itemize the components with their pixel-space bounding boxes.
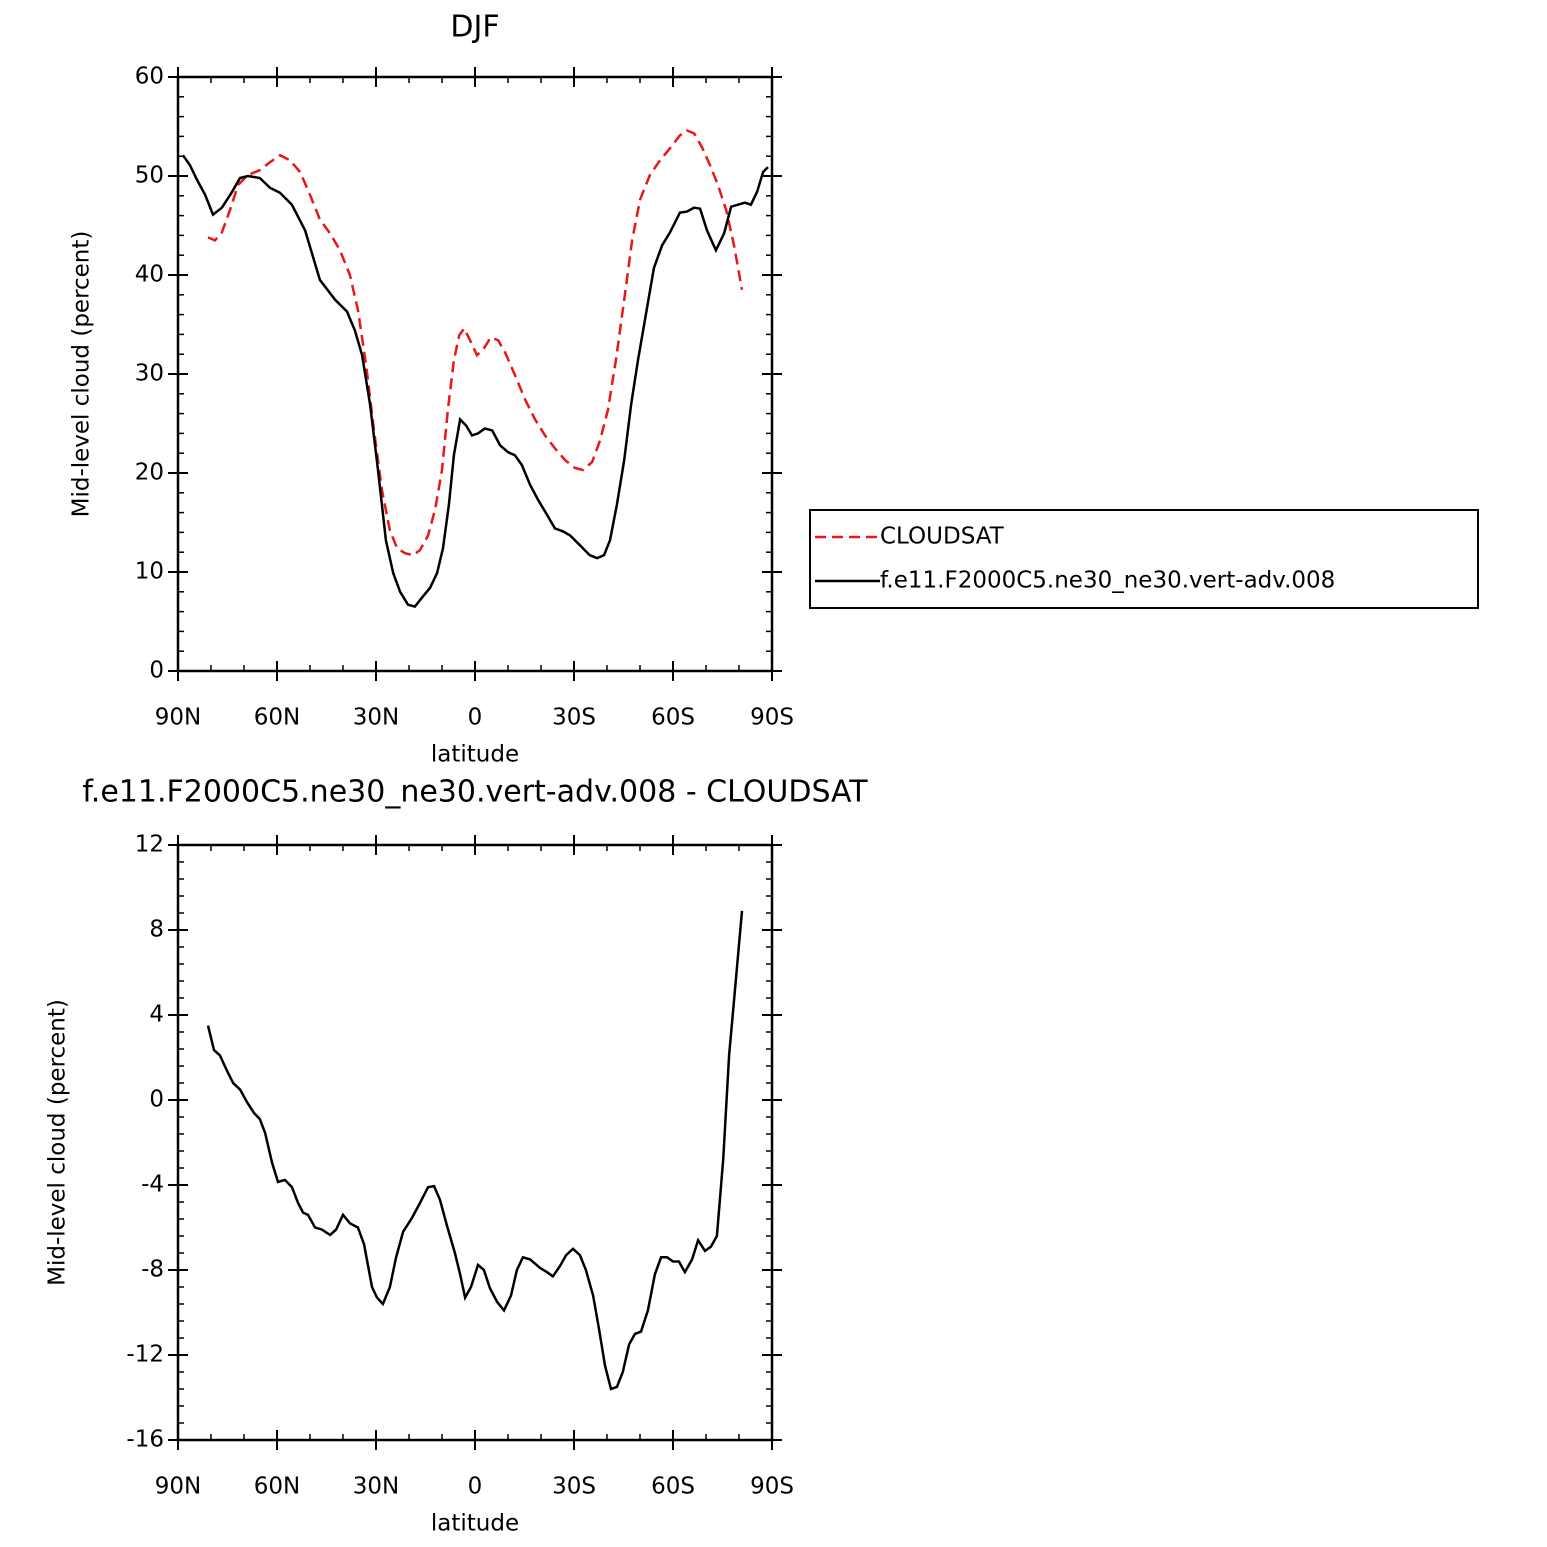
- x-tick-label: 90N: [155, 1474, 201, 1500]
- y-tick-label: -16: [126, 1427, 164, 1453]
- x-tick-label: 90S: [750, 1474, 794, 1500]
- y-tick-label: 30: [135, 361, 164, 387]
- y-tick-label: 4: [149, 1002, 164, 1028]
- chart-title: f.e11.F2000C5.ne30_ne30.vert-adv.008 - C…: [82, 775, 868, 810]
- y-tick-label: 8: [149, 917, 164, 943]
- data-line: [181, 154, 769, 609]
- x-tick-label: 30N: [353, 705, 399, 731]
- legend-label: f.e11.F2000C5.ne30_ne30.vert-adv.008: [880, 568, 1335, 594]
- plot-frame: [176, 75, 774, 673]
- legend-label: CLOUDSAT: [880, 524, 1005, 550]
- x-tick-label: 30N: [353, 1474, 399, 1500]
- x-tick-label: 60N: [254, 1474, 300, 1500]
- data-line: [206, 910, 744, 1391]
- x-axis-label: latitude: [431, 742, 519, 768]
- y-tick-label: -8: [141, 1257, 164, 1283]
- y-tick-label: 0: [149, 658, 164, 684]
- y-tick-label: 0: [149, 1087, 164, 1113]
- plot-frame: [176, 843, 774, 1442]
- y-tick-label: 50: [135, 163, 164, 189]
- y-tick-label: 20: [135, 460, 164, 486]
- chart-title: DJF: [450, 10, 499, 45]
- x-tick-label: 90N: [155, 705, 201, 731]
- x-tick-label: 30S: [552, 1474, 596, 1500]
- x-tick-label: 0: [468, 1474, 483, 1500]
- x-tick-label: 60S: [651, 705, 695, 731]
- x-tick-label: 60S: [651, 1474, 695, 1500]
- y-tick-label: 60: [135, 64, 164, 90]
- y-axis-label: Mid-level cloud (percent): [69, 231, 95, 518]
- x-tick-label: 60N: [254, 705, 300, 731]
- y-axis-label: Mid-level cloud (percent): [45, 999, 71, 1286]
- x-axis-label: latitude: [431, 1511, 519, 1537]
- x-tick-label: 30S: [552, 705, 596, 731]
- x-tick-label: 0: [468, 705, 483, 731]
- legend-box: [809, 509, 1479, 609]
- x-tick-label: 90S: [750, 705, 794, 731]
- y-tick-label: 10: [135, 559, 164, 585]
- y-tick-label: 12: [135, 832, 164, 858]
- y-tick-label: -4: [141, 1172, 164, 1198]
- y-tick-label: -12: [126, 1342, 164, 1368]
- data-line: [207, 129, 744, 557]
- y-tick-label: 40: [135, 262, 164, 288]
